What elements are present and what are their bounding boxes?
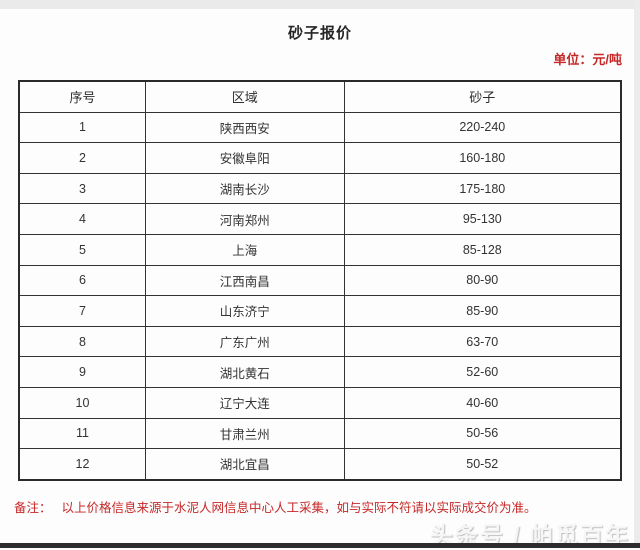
cell-region: 上海 [144, 233, 345, 266]
cell-price: 95-130 [343, 203, 622, 235]
cell-region: 山东济宁 [144, 295, 345, 327]
cell-serial: 5 [18, 233, 146, 266]
table-row: 10 辽宁大连 40-60 [18, 386, 622, 419]
table-row: 9 湖北黄石 52-60 [18, 356, 622, 388]
cell-region: 陕西西安 [144, 111, 345, 144]
table-row: 12 湖北宜昌 50-52 [18, 448, 622, 481]
footnote-label: 备注： [14, 501, 52, 515]
cell-serial: 9 [18, 356, 146, 388]
cell-serial: 1 [18, 111, 146, 144]
header-sand: 砂子 [343, 80, 622, 113]
cell-region: 广东广州 [144, 325, 345, 358]
table-row: 1 陕西西安 220-240 [18, 111, 622, 144]
cell-serial: 11 [18, 417, 146, 450]
cell-price: 85-128 [343, 233, 622, 266]
cell-region: 辽宁大连 [144, 386, 345, 419]
table-header-row: 序号 区域 砂子 [18, 80, 622, 113]
cell-region: 江西南昌 [144, 264, 345, 297]
bottom-bar [0, 543, 640, 548]
footnote: 备注： 以上价格信息来源于水泥人网信息中心人工采集，如与实际不符请以实际成交价为准… [14, 500, 626, 516]
page-title: 砂子报价 [287, 25, 352, 42]
cell-serial: 2 [18, 142, 146, 174]
table-row: 3 湖南长沙 175-180 [18, 172, 622, 205]
table-row: 11 甘肃兰州 50-56 [18, 417, 622, 450]
cell-price: 40-60 [343, 386, 622, 419]
cell-serial: 12 [18, 448, 146, 481]
cell-serial: 7 [18, 295, 146, 327]
cell-serial: 6 [18, 264, 146, 297]
cell-price: 80-90 [343, 264, 622, 297]
cell-region: 安徽阜阳 [144, 142, 345, 174]
cell-price: 63-70 [343, 325, 622, 358]
photo-right-margin [634, 0, 640, 543]
cell-price: 50-52 [343, 448, 622, 481]
cell-region: 甘肃兰州 [144, 417, 345, 450]
table-row: 8 广东广州 63-70 [18, 325, 622, 358]
cell-price: 160-180 [343, 142, 622, 174]
cell-price: 52-60 [343, 356, 622, 388]
table-row: 2 安徽阜阳 160-180 [18, 142, 622, 174]
table-row: 7 山东济宁 85-90 [18, 295, 622, 327]
table-row: 5 上海 85-128 [18, 233, 622, 266]
cell-region: 湖北黄石 [144, 356, 345, 388]
sand-price-table: 序号 区域 砂子 1 陕西西安 220-240 2 安徽阜阳 160-180 3… [18, 80, 622, 481]
header-region: 区域 [144, 80, 345, 113]
cell-region: 湖北宜昌 [144, 448, 345, 481]
cell-serial: 4 [18, 203, 146, 235]
table-row: 4 河南郑州 95-130 [18, 203, 622, 235]
unit-label: 单位：元/吨 [553, 52, 622, 67]
footnote-text: 以上价格信息来源于水泥人网信息中心人工采集，如与实际不符请以实际成交价为准。 [61, 501, 537, 515]
cell-serial: 3 [18, 172, 146, 205]
header-serial-number: 序号 [18, 80, 146, 113]
cell-region: 湖南长沙 [144, 172, 345, 205]
cell-serial: 8 [18, 325, 146, 358]
cell-price: 85-90 [343, 295, 622, 327]
cell-region: 河南郑州 [144, 203, 345, 235]
cell-price: 175-180 [343, 172, 622, 205]
table-row: 6 江西南昌 80-90 [18, 264, 622, 297]
cell-price: 220-240 [343, 111, 622, 144]
cell-price: 50-56 [343, 417, 622, 450]
photo-top-margin [0, 0, 640, 9]
cell-serial: 10 [18, 386, 146, 419]
